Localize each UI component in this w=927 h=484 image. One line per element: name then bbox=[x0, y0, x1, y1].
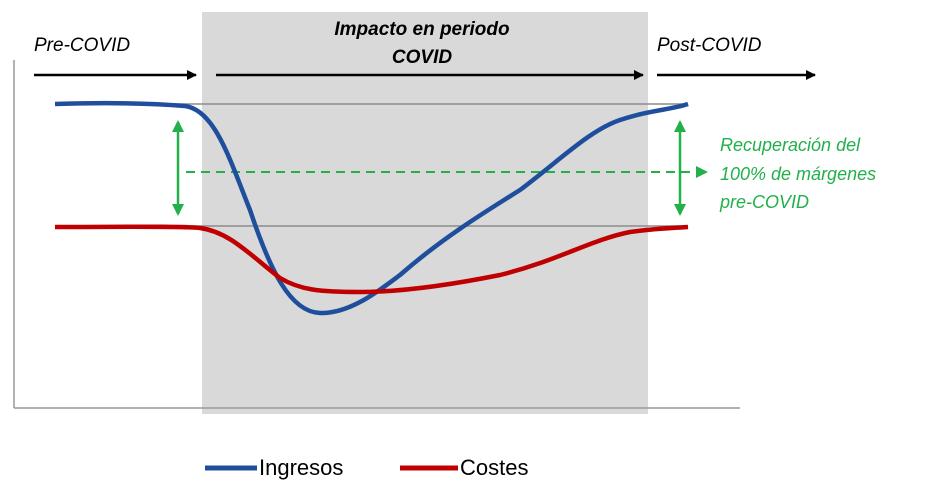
annotation: Recuperación del bbox=[720, 135, 861, 155]
covid-band bbox=[202, 12, 648, 414]
annotation: 100% de márgenes bbox=[720, 164, 876, 184]
ingresos-curve bbox=[54, 100, 689, 316]
phase-label: Post-COVID bbox=[657, 35, 762, 56]
legend-label: Costes bbox=[460, 455, 528, 480]
legend-label: Ingresos bbox=[259, 455, 343, 480]
phase-label: Impacto en periodo bbox=[334, 19, 509, 40]
annotation: pre-COVID bbox=[719, 192, 809, 212]
phase-label: Pre-COVID bbox=[34, 35, 130, 56]
phase-label: COVID bbox=[392, 47, 452, 68]
costes-curve bbox=[54, 224, 689, 295]
